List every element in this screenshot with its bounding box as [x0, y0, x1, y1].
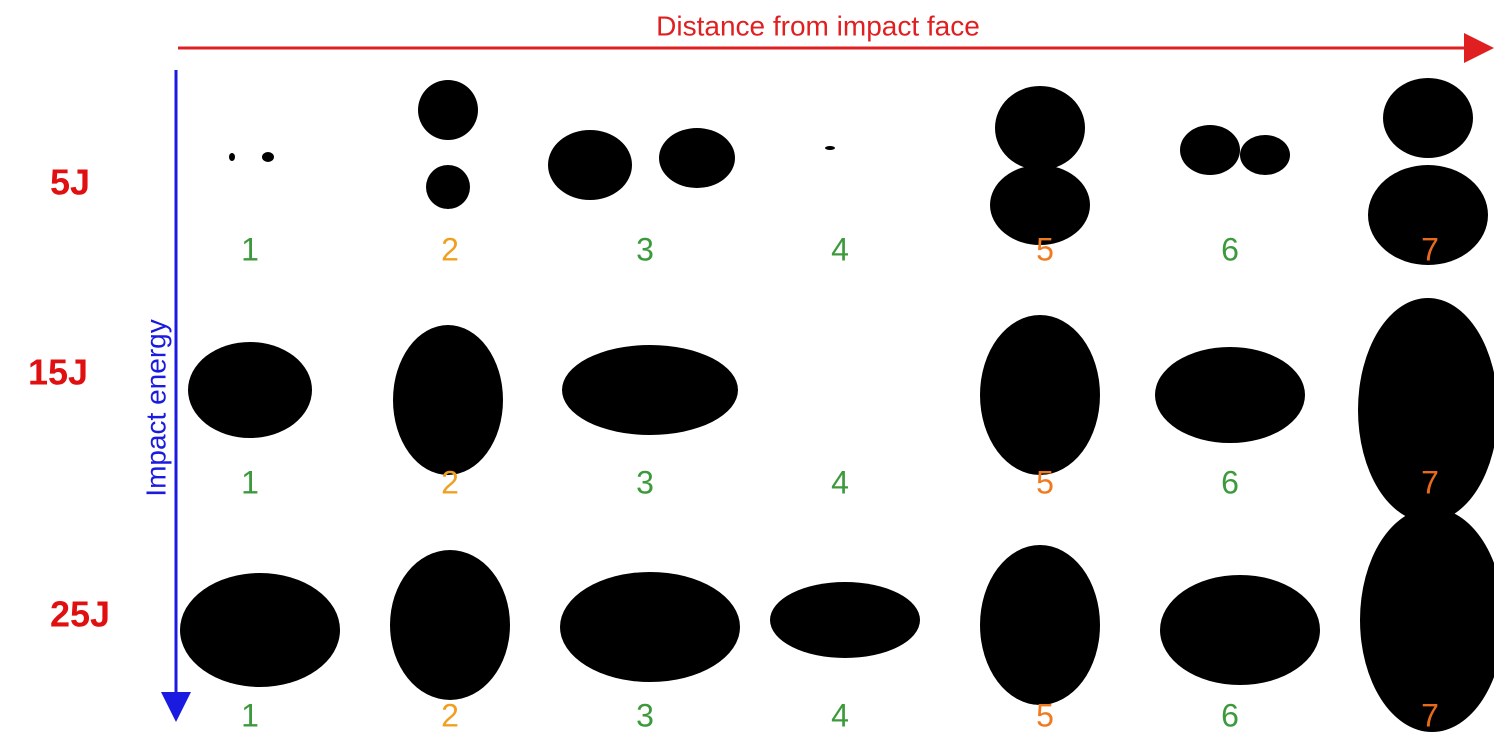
panel-number: 7 — [1421, 464, 1439, 500]
damage-blob — [426, 165, 470, 209]
panel-number: 2 — [441, 231, 459, 267]
row-label: 25J — [50, 594, 110, 635]
damage-blob — [1155, 347, 1305, 443]
panel-number: 7 — [1421, 231, 1439, 267]
damage-blob — [548, 130, 632, 200]
damage-blob — [1160, 575, 1320, 685]
panel-number: 1 — [241, 231, 259, 267]
damage-blob — [980, 315, 1100, 475]
energy-label: Impact energy — [140, 319, 171, 496]
damage-blob — [418, 80, 478, 140]
panel-number: 2 — [441, 697, 459, 733]
damage-blob — [180, 573, 340, 687]
panel-number: 6 — [1221, 464, 1239, 500]
panel-number: 3 — [636, 697, 654, 733]
page: {"header": {"title": "Distance from impa… — [0, 0, 1494, 740]
damage-blob — [188, 342, 312, 438]
figure: Distance from impact face Impact energy … — [0, 0, 1494, 740]
damage-blob — [229, 153, 235, 161]
panel-number: 4 — [831, 697, 849, 733]
row-label: 5J — [50, 162, 90, 203]
panel-number: 4 — [831, 464, 849, 500]
panel-number: 1 — [241, 464, 259, 500]
panel-number: 3 — [636, 464, 654, 500]
panel-number: 4 — [831, 231, 849, 267]
damage-blob — [390, 550, 510, 700]
damage-blob — [770, 582, 920, 658]
damage-blob — [562, 345, 738, 435]
panel-number: 7 — [1421, 697, 1439, 733]
damage-blob — [262, 152, 274, 162]
panel-number: 5 — [1036, 231, 1054, 267]
damage-blob — [659, 128, 735, 188]
row-label: 15J — [28, 352, 88, 393]
damage-blob — [1180, 125, 1240, 175]
panel-number: 1 — [241, 697, 259, 733]
damage-images — [180, 78, 1494, 732]
panel-number: 5 — [1036, 464, 1054, 500]
damage-blob — [560, 572, 740, 682]
panel-number: 2 — [441, 464, 459, 500]
damage-blob — [1240, 135, 1290, 175]
panel-number: 6 — [1221, 697, 1239, 733]
panel-number: 5 — [1036, 697, 1054, 733]
damage-blob — [393, 325, 503, 475]
damage-blob — [825, 146, 835, 150]
damage-blob — [1383, 78, 1473, 158]
damage-blob — [980, 545, 1100, 705]
distance-label: Distance from impact face — [656, 10, 980, 41]
panel-number: 6 — [1221, 231, 1239, 267]
panel-number: 3 — [636, 231, 654, 267]
